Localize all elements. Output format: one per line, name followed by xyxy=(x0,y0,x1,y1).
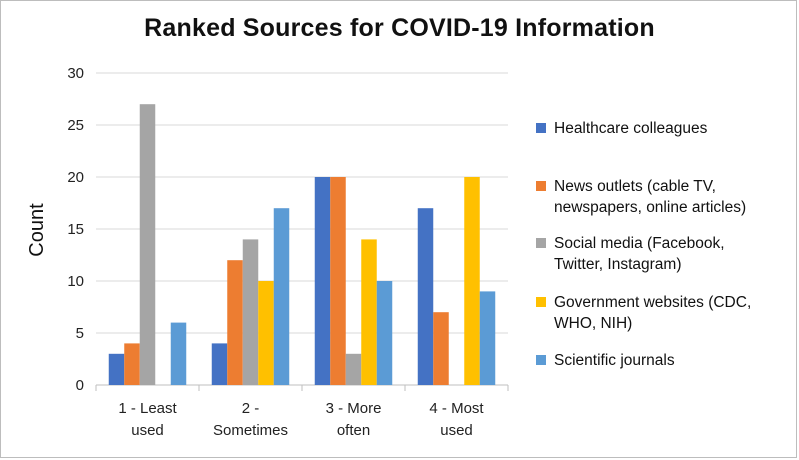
legend-item: Government websites (CDC, WHO, NIH) xyxy=(536,292,796,334)
legend-label-line: Social media (Facebook, xyxy=(554,235,725,252)
bar xyxy=(139,104,156,385)
bar xyxy=(170,322,187,385)
legend-label-line: newspapers, online articles) xyxy=(554,199,747,216)
y-tick-label: 0 xyxy=(76,377,84,394)
legend-label: Social media (Facebook, Twitter, Instagra… xyxy=(554,233,725,275)
x-tick-label: 2 - xyxy=(242,400,260,417)
y-tick-label: 5 xyxy=(76,325,84,342)
bar xyxy=(124,343,140,385)
legend-label-line: Government websites (CDC, xyxy=(554,294,752,311)
legend-label-line: Healthcare colleagues xyxy=(554,120,708,137)
bar xyxy=(242,239,259,385)
legend-swatch xyxy=(536,123,546,133)
y-tick-label: 30 xyxy=(67,65,84,82)
x-tick-label: used xyxy=(131,422,164,439)
bar xyxy=(345,353,362,385)
chart-title: Ranked Sources for COVID-19 Information xyxy=(144,14,655,42)
bar xyxy=(211,343,228,385)
bar xyxy=(314,177,331,385)
legend-swatch xyxy=(536,355,546,365)
x-tick-label: 1 - Least xyxy=(118,400,177,417)
legend-swatch xyxy=(536,181,546,191)
bar xyxy=(417,208,434,385)
x-tick-label: 4 - Most xyxy=(429,400,484,417)
x-tick-label: Sometimes xyxy=(213,422,288,439)
y-tick-label: 15 xyxy=(67,221,84,238)
bar xyxy=(108,353,125,385)
bar xyxy=(376,281,393,385)
y-tick-label: 20 xyxy=(67,169,84,186)
bar xyxy=(330,177,346,385)
legend-item: News outlets (cable TV, newspapers, onlin… xyxy=(536,176,796,218)
y-tick-label: 25 xyxy=(67,117,84,134)
y-tick-label: 10 xyxy=(67,273,84,290)
legend-label-line: WHO, NIH) xyxy=(554,315,633,332)
bar xyxy=(433,312,449,385)
bar xyxy=(273,208,290,385)
legend-label-line: News outlets (cable TV, xyxy=(554,178,716,195)
bar xyxy=(479,291,496,385)
legend-label-line: Scientific journals xyxy=(554,352,675,369)
x-tick-label: used xyxy=(440,422,473,439)
legend-item: Social media (Facebook, Twitter, Instagra… xyxy=(536,233,796,275)
x-tick-label: 3 - More xyxy=(326,400,382,417)
legend-label: Scientific journals xyxy=(554,350,675,371)
bar xyxy=(361,239,377,385)
legend-label: Healthcare colleagues xyxy=(554,118,707,139)
legend-label-line: Twitter, Instagram) xyxy=(554,256,682,273)
legend-item: Scientific journals xyxy=(536,350,796,371)
legend-label: News outlets (cable TV, newspapers, onlin… xyxy=(554,176,746,218)
legend-label: Government websites (CDC, WHO, NIH) xyxy=(554,292,751,334)
bar xyxy=(464,177,480,385)
legend-swatch xyxy=(536,297,546,307)
legend-swatch xyxy=(536,238,546,248)
bar xyxy=(258,281,274,385)
legend-item: Healthcare colleagues xyxy=(536,118,796,139)
bar xyxy=(227,260,243,385)
x-tick-label: often xyxy=(337,422,370,439)
